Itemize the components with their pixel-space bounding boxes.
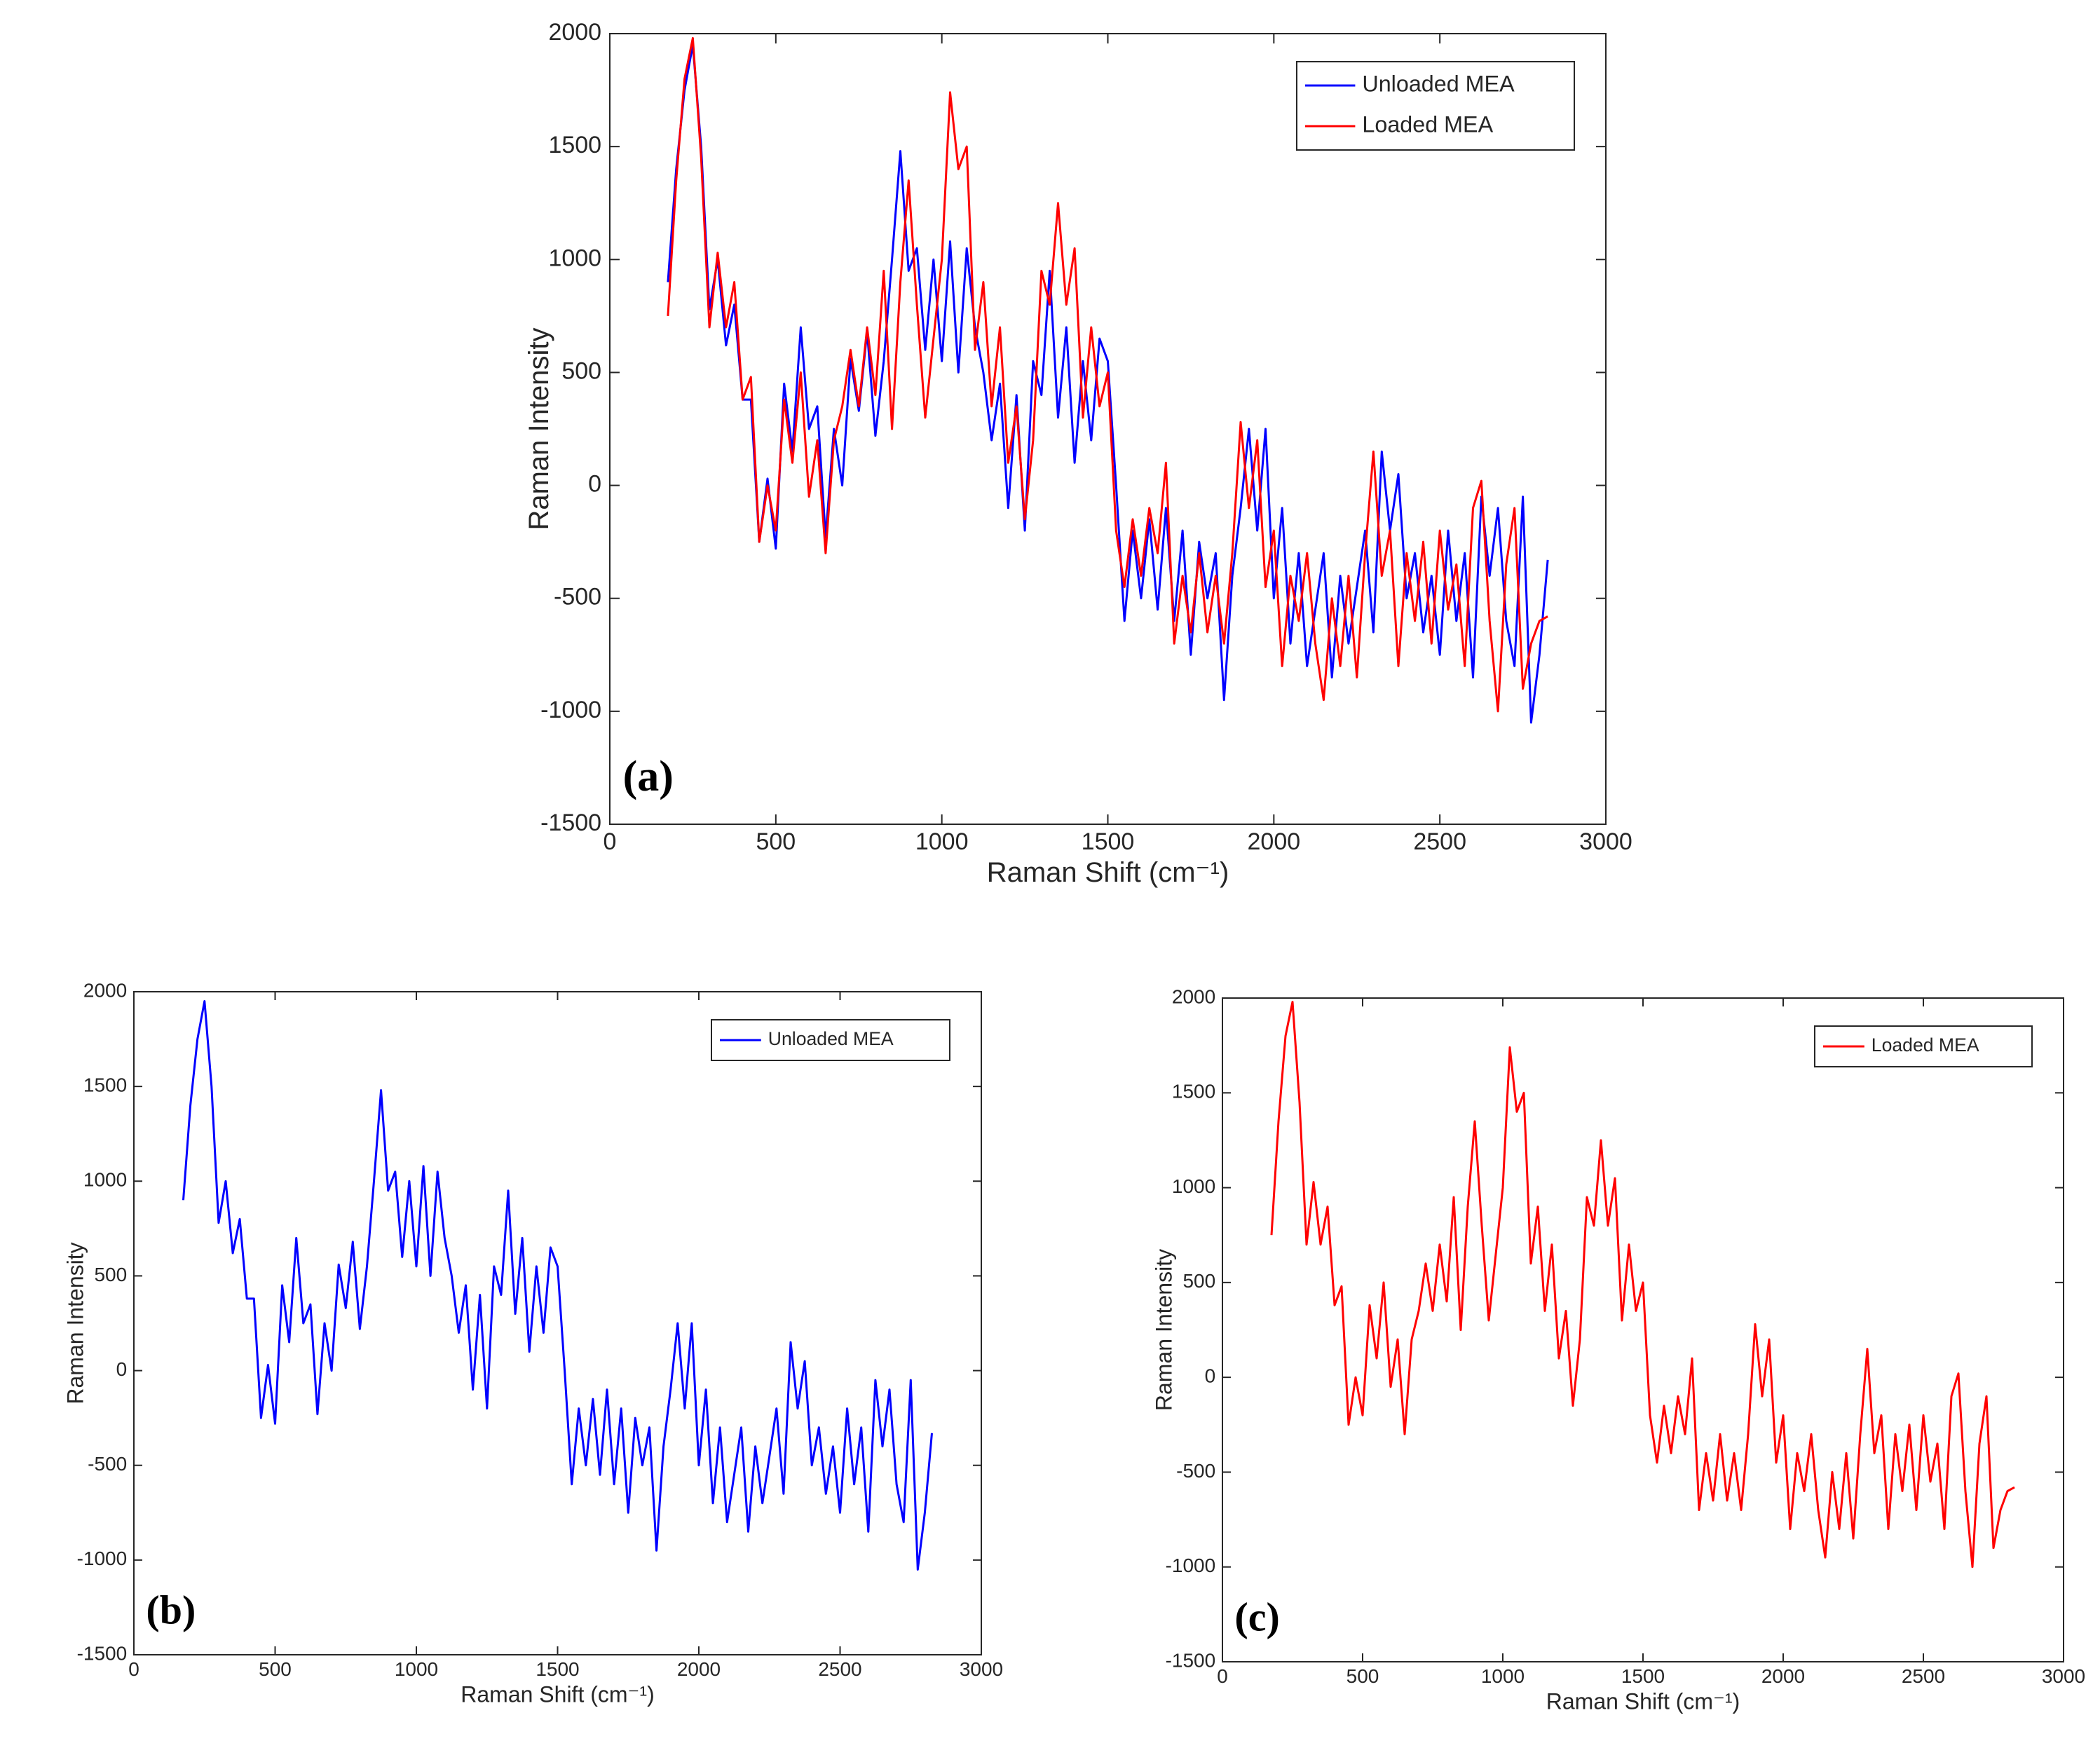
y-tick-label: 1500	[1172, 1081, 1215, 1102]
y-tick-label: -1000	[1166, 1555, 1216, 1576]
x-tick-label: 500	[756, 828, 796, 855]
y-tick-label: 500	[94, 1264, 127, 1285]
x-tick-label: 2500	[818, 1658, 861, 1680]
y-tick-label: 0	[588, 471, 601, 498]
plot-area	[133, 991, 982, 1655]
x-tick-label: 0	[604, 828, 617, 855]
y-axis-label: Raman Intensity	[62, 1242, 88, 1404]
y-tick-label: -500	[554, 584, 601, 610]
legend: Unloaded MEA Loaded MEA	[1296, 61, 1575, 151]
legend-label: Unloaded MEA	[1362, 71, 1515, 97]
legend-box	[1296, 61, 1575, 151]
x-tick-label: 1500	[1082, 828, 1135, 855]
x-tick-label: 2500	[1413, 828, 1466, 855]
x-tick-label: 1500	[536, 1658, 579, 1680]
legend-label: Unloaded MEA	[768, 1028, 894, 1049]
y-tick-label: -1500	[1166, 1649, 1216, 1671]
legend: Unloaded MEA	[711, 1019, 950, 1061]
series-line	[667, 43, 1549, 724]
series-line	[182, 1000, 933, 1571]
y-tick-label: 1500	[83, 1074, 127, 1096]
y-tick-label: -1000	[77, 1548, 128, 1569]
y-tick-label: -1500	[540, 810, 601, 836]
y-tick-label: 1000	[548, 245, 601, 271]
plot-area	[609, 33, 1607, 825]
x-axis-label: Raman Shift (cm⁻¹)	[987, 857, 1229, 888]
y-tick-label: 0	[1205, 1365, 1216, 1387]
legend-label: Loaded MEA	[1871, 1034, 1979, 1056]
y-tick-label: 2000	[83, 979, 127, 1001]
panel-label: (b)	[146, 1587, 196, 1632]
x-tick-label: 2500	[1902, 1665, 1945, 1687]
x-tick-label: 2000	[677, 1658, 721, 1680]
x-tick-label: 2000	[1248, 828, 1301, 855]
x-tick-label: 3000	[1579, 828, 1632, 855]
x-axis-label: Raman Shift (cm⁻¹)	[461, 1681, 654, 1707]
y-tick-label: 2000	[548, 19, 601, 46]
y-tick-label: 2000	[1172, 985, 1215, 1007]
x-tick-label: 0	[1217, 1665, 1228, 1687]
chart: 0 500 1000 1500 2000 2500 3000 -1500 -1000 -500 0 5…	[524, 19, 1632, 888]
x-tick-label: 1000	[915, 828, 969, 855]
panel-label: (a)	[623, 753, 674, 800]
x-tick-label: 500	[259, 1658, 292, 1680]
x-tick-label: 3000	[2042, 1665, 2085, 1687]
y-axis-label: Raman Intensity	[524, 327, 554, 530]
x-tick-label: 1000	[395, 1658, 438, 1680]
x-tick-label: 0	[128, 1658, 139, 1680]
y-tick-label: -500	[1176, 1460, 1215, 1482]
x-tick-label: 1000	[1481, 1665, 1525, 1687]
plot-area	[1222, 997, 2064, 1662]
x-tick-label: 500	[1346, 1665, 1379, 1687]
y-tick-label: 1000	[1172, 1175, 1215, 1197]
series-line	[667, 36, 1548, 713]
legend-label: Loaded MEA	[1362, 112, 1493, 137]
chart: 0 500 1000 1500 2000 2500 3000 -1500 -1000 -500 0 5…	[62, 979, 1003, 1707]
y-tick-label: 0	[116, 1358, 128, 1380]
y-axis-label: Raman Intensity	[1151, 1249, 1176, 1411]
chart: 0 500 1000 1500 2000 2500 3000 -1500 -1000 -500 0 5…	[1151, 985, 2085, 1714]
x-tick-label: 2000	[1761, 1665, 1805, 1687]
y-tick-label: -1500	[77, 1642, 128, 1664]
panel-label: (c)	[1234, 1594, 1279, 1639]
y-tick-label: 500	[561, 357, 601, 384]
y-tick-label: -500	[88, 1453, 127, 1475]
x-tick-label: 3000	[960, 1658, 1003, 1680]
x-tick-label: 1500	[1621, 1665, 1665, 1687]
series-line	[1270, 1000, 2015, 1569]
y-tick-label: -1000	[540, 697, 601, 723]
y-tick-label: 1000	[83, 1169, 127, 1191]
x-axis-label: Raman Shift (cm⁻¹)	[1546, 1688, 1740, 1714]
legend: Loaded MEA	[1814, 1025, 2033, 1067]
y-tick-label: 1500	[548, 132, 601, 158]
y-tick-label: 500	[1182, 1270, 1215, 1292]
